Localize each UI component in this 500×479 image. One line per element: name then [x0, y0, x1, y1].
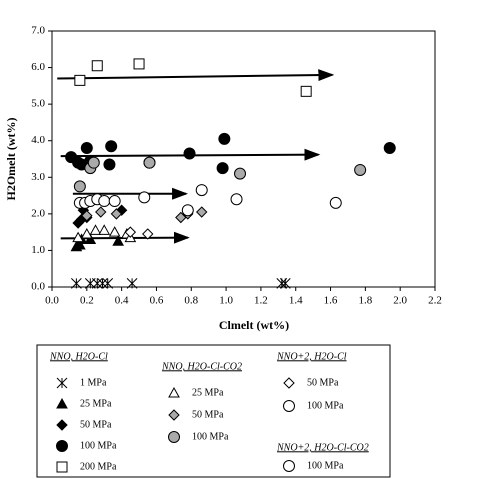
marker-diamond — [196, 206, 208, 218]
plot-frame — [51, 30, 436, 288]
marker-diamond — [168, 409, 180, 421]
marker-circle — [216, 162, 229, 175]
y-tick-label: 5.0 — [31, 98, 45, 110]
marker-circle — [103, 158, 116, 171]
marker-triangle — [89, 224, 102, 235]
marker-circle — [143, 156, 156, 169]
marker-x — [91, 277, 103, 289]
marker-triangle — [56, 397, 68, 409]
x-tick-label: 0.4 — [115, 295, 129, 307]
legend-label: 100 MPa — [307, 460, 344, 471]
marker-square — [56, 461, 68, 473]
x-tick-label: 1.0 — [219, 295, 233, 307]
marker-circle — [283, 460, 295, 472]
marker-circle — [195, 184, 208, 197]
marker-x — [126, 277, 138, 289]
marker-circle — [108, 195, 121, 208]
marker-triangle — [74, 238, 86, 250]
marker-x — [71, 277, 82, 289]
marker-diamond — [283, 377, 295, 389]
x-tick-label: 2.2 — [428, 295, 442, 307]
marker-diamond — [115, 204, 128, 216]
marker-circle — [138, 191, 151, 204]
y-tick-label: 3.0 — [31, 171, 45, 183]
legend-label: 100 MPa — [80, 440, 117, 451]
x-tick-label: 1.8 — [358, 295, 372, 307]
marker-triangle — [108, 226, 121, 237]
marker-diamond — [81, 209, 93, 222]
marker-circle — [230, 193, 243, 206]
marker-triangle — [168, 386, 180, 398]
marker-diamond — [142, 228, 154, 240]
x-tick-label: 2.0 — [393, 295, 407, 307]
y-tick-label: 0.0 — [31, 281, 45, 293]
y-tick-label: 1.0 — [31, 244, 45, 256]
marker-diamond — [56, 419, 68, 431]
x-axis-title: Clmelt (wt%) — [219, 318, 289, 332]
x-tick-label: 1.4 — [289, 295, 303, 307]
marker-circle — [234, 167, 247, 180]
legend-group-title: NNO, H2O-Cl — [49, 351, 108, 362]
legend-label: 50 MPa — [80, 419, 112, 430]
marker-circle — [56, 440, 68, 452]
marker-diamond — [124, 226, 137, 238]
marker-circle — [181, 204, 194, 217]
x-tick-label: 0.8 — [184, 295, 198, 307]
marker-circle — [105, 140, 118, 153]
marker-circle — [183, 147, 196, 160]
marker-triangle — [80, 227, 93, 239]
x-tick-label: 1.6 — [324, 295, 338, 307]
y-tick-label: 6.0 — [31, 61, 45, 73]
marker-square — [91, 60, 103, 72]
legend-label: 50 MPa — [307, 377, 339, 388]
legend-label: 100 MPa — [192, 431, 229, 442]
legend-box — [36, 344, 391, 478]
marker-x — [102, 277, 114, 289]
legend-group-title: NNO, H2O-Cl-CO2 — [161, 361, 242, 372]
x-tick-label: 1.2 — [254, 295, 268, 307]
marker-circle — [283, 400, 295, 412]
marker-square — [133, 58, 145, 70]
x-tick-label: 0.2 — [80, 295, 94, 307]
legend-label: 50 MPa — [192, 409, 224, 420]
marker-square — [74, 74, 86, 86]
marker-circle — [383, 142, 396, 155]
marker-x — [279, 277, 291, 289]
marker-circle — [80, 142, 93, 155]
legend-label: 25 MPa — [192, 387, 224, 398]
x-tick-label: 0.0 — [45, 295, 59, 307]
legend-label: 1 MPa — [80, 377, 107, 388]
marker-square — [300, 85, 312, 97]
y-axis-title: H2Omelt (wt%) — [4, 118, 18, 201]
x-tick-label: 0.6 — [150, 295, 164, 307]
marker-circle — [354, 163, 367, 176]
legend-group-title: NNO+2, H2O-Cl — [276, 351, 347, 362]
arrow — [57, 69, 335, 82]
marker-triangle — [112, 235, 125, 246]
marker-triangle — [84, 233, 97, 244]
legend-label: 200 MPa — [80, 461, 117, 472]
marker-triangle — [98, 224, 111, 235]
legend-label: 100 MPa — [307, 400, 344, 411]
marker-triangle — [72, 231, 84, 243]
marker-x — [56, 377, 68, 389]
y-tick-label: 7.0 — [31, 25, 45, 37]
marker-circle — [218, 132, 231, 145]
y-tick-label: 2.0 — [31, 207, 45, 219]
marker-diamond — [95, 206, 107, 218]
marker-x — [97, 277, 108, 289]
marker-circle — [329, 196, 342, 209]
marker-circle — [98, 195, 111, 208]
legend-label: 25 MPa — [80, 398, 112, 409]
marker-circle — [168, 431, 180, 443]
marker-circle — [73, 180, 86, 193]
marker-circle — [87, 156, 100, 169]
legend-group-title: NNO+2, H2O-Cl-CO2 — [276, 442, 369, 453]
y-tick-label: 4.0 — [31, 134, 45, 146]
marker-diamond — [110, 208, 123, 220]
